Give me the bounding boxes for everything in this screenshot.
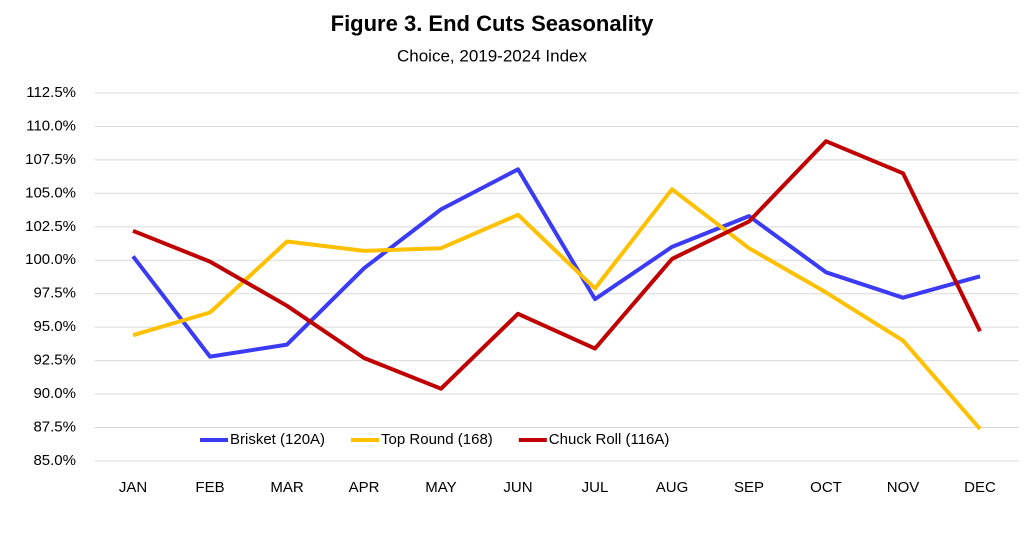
x-tick-label: NOV: [887, 479, 920, 496]
x-tick-label: OCT: [810, 479, 842, 496]
x-tick-label: JUL: [582, 479, 609, 496]
series-line: [131, 167, 981, 359]
legend-label: Chuck Roll (116A): [549, 431, 670, 448]
x-tick-label: JUN: [503, 479, 532, 496]
x-tick-label: MAY: [425, 479, 456, 496]
x-tick-label: MAR: [270, 479, 304, 496]
x-tick-label: APR: [349, 479, 380, 496]
y-tick-label: 97.5%: [33, 285, 76, 302]
y-tick-label: 112.5%: [26, 84, 76, 101]
x-tick-label: FEB: [195, 479, 224, 496]
chart-subtitle: Choice, 2019-2024 Index: [397, 46, 587, 65]
y-tick-label: 95.0%: [33, 318, 76, 335]
x-tick-label: SEP: [734, 479, 764, 496]
y-tick-label: 92.5%: [33, 352, 76, 369]
y-tick-label: 87.5%: [33, 419, 76, 436]
legend-label: Brisket (120A): [230, 431, 325, 448]
legend-label: Top Round (168): [381, 431, 493, 448]
chart-title: Figure 3. End Cuts Seasonality: [331, 11, 655, 36]
y-tick-label: 102.5%: [25, 218, 76, 235]
x-tick-label: JAN: [119, 479, 147, 496]
x-tick-label: DEC: [964, 479, 996, 496]
series-line: [132, 187, 982, 431]
y-tick-label: 110.0%: [26, 117, 76, 134]
y-tick-label: 100.0%: [25, 251, 76, 268]
y-tick-label: 105.0%: [25, 184, 76, 201]
x-tick-label: AUG: [656, 479, 689, 496]
series-line: [132, 139, 982, 391]
y-tick-label: 85.0%: [33, 452, 76, 469]
y-tick-label: 90.0%: [33, 385, 76, 402]
y-tick-label: 107.5%: [25, 151, 76, 168]
